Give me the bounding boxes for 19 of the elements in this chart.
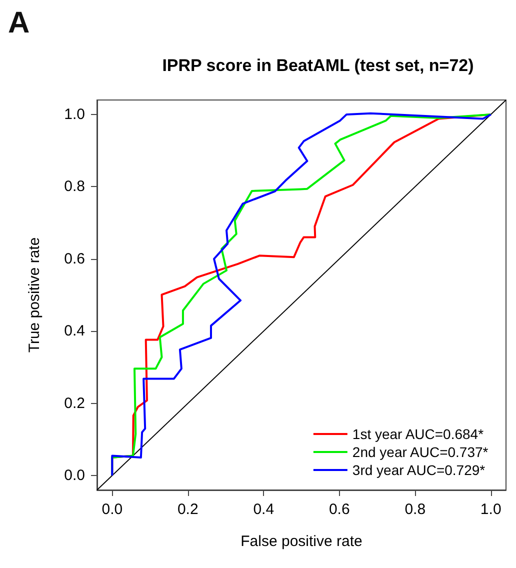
y-tick-label: 0.0: [64, 467, 85, 484]
y-tick-label: 0.8: [64, 178, 85, 196]
y-tick-label: 0.2: [64, 394, 85, 412]
x-tick-label: 1.0: [480, 501, 502, 518]
x-tick-label: 0.0: [102, 501, 123, 518]
y-axis-title: True positive rate: [26, 237, 43, 353]
y-tick-label: 0.6: [64, 250, 85, 268]
y-tick-label: 1.0: [64, 106, 85, 123]
x-tick-label: 0.8: [404, 501, 426, 518]
legend-label: 2nd year AUC=0.737*: [352, 444, 489, 460]
x-tick-label: 0.2: [177, 501, 198, 518]
legend-label: 1st year AUC=0.684*: [352, 426, 484, 442]
x-axis-title: False positive rate: [240, 533, 362, 550]
chart-title: IPRP score in BeatAML (test set, n=72): [162, 56, 474, 75]
x-tick-label: 0.4: [253, 501, 274, 518]
legend-label: 3rd year AUC=0.729*: [352, 462, 486, 478]
text: A: [8, 6, 30, 40]
y-tick-label: 0.4: [64, 322, 85, 340]
x-tick-label: 0.6: [328, 501, 350, 518]
